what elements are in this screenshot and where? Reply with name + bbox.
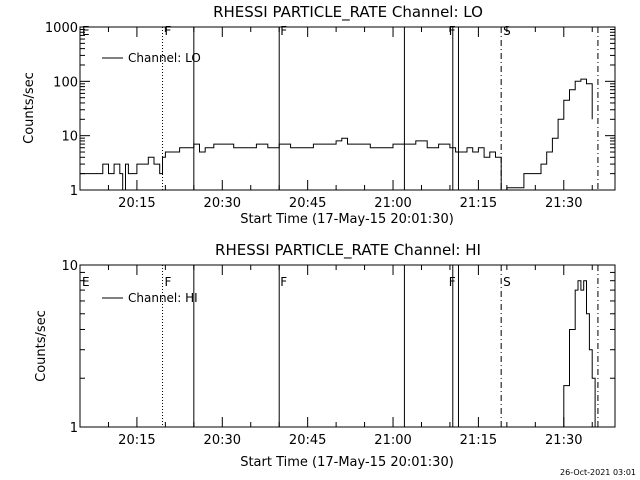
lo-event-letter: E bbox=[82, 24, 90, 38]
hi-chart-title: RHESSI PARTICLE_RATE Channel: HI bbox=[215, 241, 481, 260]
hi-x-tick-label: 21:00 bbox=[374, 433, 411, 448]
lo-y-tick-label: 1000 bbox=[45, 21, 78, 36]
lo-chart-title: RHESSI PARTICLE_RATE Channel: LO bbox=[213, 3, 483, 22]
lo-plot-frame bbox=[79, 26, 616, 191]
hi-plot-frame bbox=[79, 264, 616, 428]
hi-channel-panel: RHESSI PARTICLE_RATE Channel: HI Counts/… bbox=[34, 241, 616, 470]
footer-timestamp: 26-Oct-2021 03:01 bbox=[560, 468, 636, 477]
hi-event-letter: S bbox=[503, 275, 511, 289]
hi-x-tick-label: 20:45 bbox=[289, 433, 326, 448]
lo-x-tick-label: 20:15 bbox=[118, 196, 155, 211]
lo-x-tick-label: 20:30 bbox=[204, 196, 241, 211]
lo-event-letter: F bbox=[449, 24, 456, 38]
lo-y-tick-label: 100 bbox=[53, 75, 78, 90]
hi-y-tick-label: 1 bbox=[70, 421, 78, 436]
lo-x-tick-label: 21:30 bbox=[545, 196, 582, 211]
lo-series-line bbox=[80, 78, 593, 191]
lo-channel-panel: RHESSI PARTICLE_RATE Channel: LO Counts/… bbox=[22, 3, 616, 227]
hi-x-tick-label: 21:15 bbox=[460, 433, 497, 448]
lo-x-tick-label: 21:00 bbox=[374, 196, 411, 211]
lo-legend-label: Channel: LO bbox=[128, 51, 201, 65]
hi-event-letter: E bbox=[82, 275, 90, 289]
lo-x-tick-label: 21:15 bbox=[460, 196, 497, 211]
hi-x-tick-label: 21:30 bbox=[545, 433, 582, 448]
lo-event-letter: F bbox=[165, 24, 172, 38]
lo-x-tick-label: 20:45 bbox=[289, 196, 326, 211]
hi-x-axis-label: Start Time (17-May-15 20:01:30) bbox=[240, 455, 454, 470]
hi-series-line bbox=[560, 280, 596, 428]
lo-event-letter: S bbox=[503, 24, 511, 38]
hi-x-tick-label: 20:30 bbox=[204, 433, 241, 448]
lo-y-tick-label: 10 bbox=[61, 130, 78, 145]
lo-y-axis-label: Counts/sec bbox=[22, 72, 37, 144]
hi-event-letter: F bbox=[449, 275, 456, 289]
hi-x-tick-label: 20:15 bbox=[118, 433, 155, 448]
hi-event-letter: F bbox=[165, 275, 172, 289]
lo-event-letter: F bbox=[280, 24, 287, 38]
hi-event-letter: F bbox=[280, 275, 287, 289]
hi-y-axis-label: Counts/sec bbox=[34, 310, 49, 382]
hi-y-tick-label: 10 bbox=[61, 259, 78, 274]
lo-y-tick-label: 1 bbox=[70, 184, 78, 199]
lo-x-axis-label: Start Time (17-May-15 20:01:30) bbox=[240, 212, 454, 227]
